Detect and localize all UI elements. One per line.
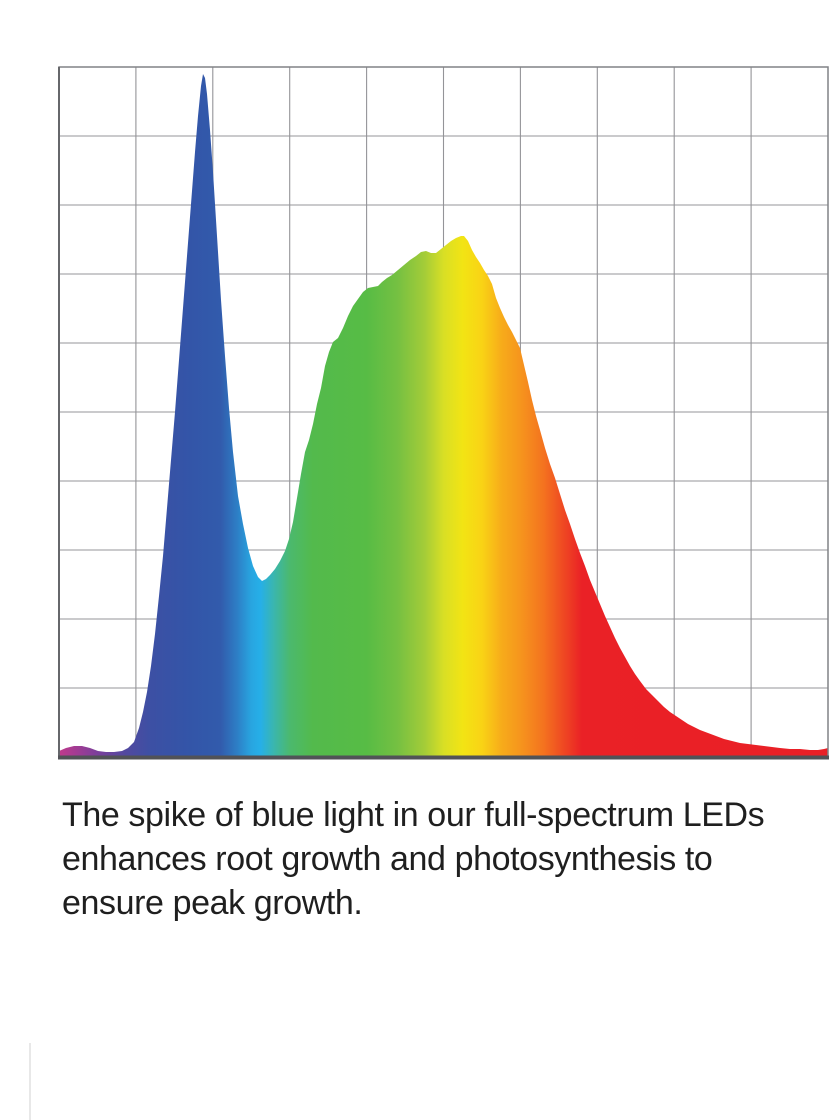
- caption-line-2: enhances root growth and photosynthesis …: [62, 840, 713, 878]
- caption: The spike of blue light in our full-spec…: [62, 793, 822, 925]
- caption-line-1: The spike of blue light in our full-spec…: [62, 796, 765, 834]
- spectrum-chart-svg: [58, 66, 829, 760]
- page-edge-artifact-line: [29, 1043, 31, 1120]
- spectrum-chart: [58, 66, 829, 760]
- caption-line-3: ensure peak growth.: [62, 884, 363, 922]
- spectrum-area: [59, 74, 828, 757]
